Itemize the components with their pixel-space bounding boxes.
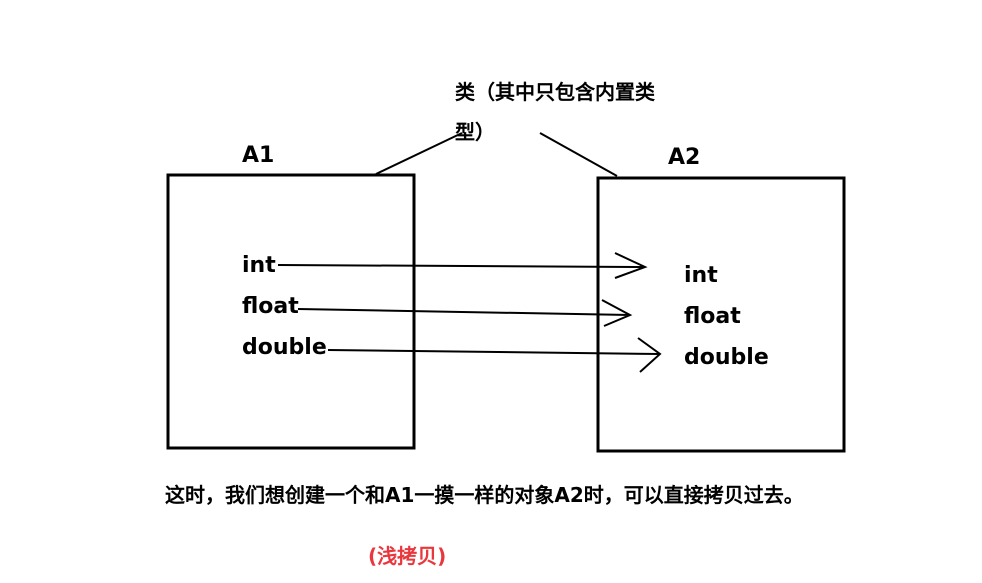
field: float	[242, 294, 299, 319]
class-label: 类（其中只包含内置类型）	[455, 80, 655, 144]
connector	[539, 132, 618, 177]
arrows	[277, 252, 662, 373]
field: int	[684, 263, 718, 288]
note: (浅拷贝)	[368, 544, 446, 568]
caption: 这时，我们想创建一个和A1一摸一样的对象A2时，可以直接拷贝过去。	[165, 483, 804, 507]
field: int	[242, 253, 276, 278]
class-label-box: 类（其中只包含内置类型）	[455, 80, 655, 144]
box-name: A1	[242, 143, 274, 168]
field: double	[684, 345, 769, 370]
field: double	[242, 335, 327, 360]
field: float	[684, 304, 741, 329]
connector	[375, 132, 463, 175]
box-name: A2	[668, 145, 700, 170]
